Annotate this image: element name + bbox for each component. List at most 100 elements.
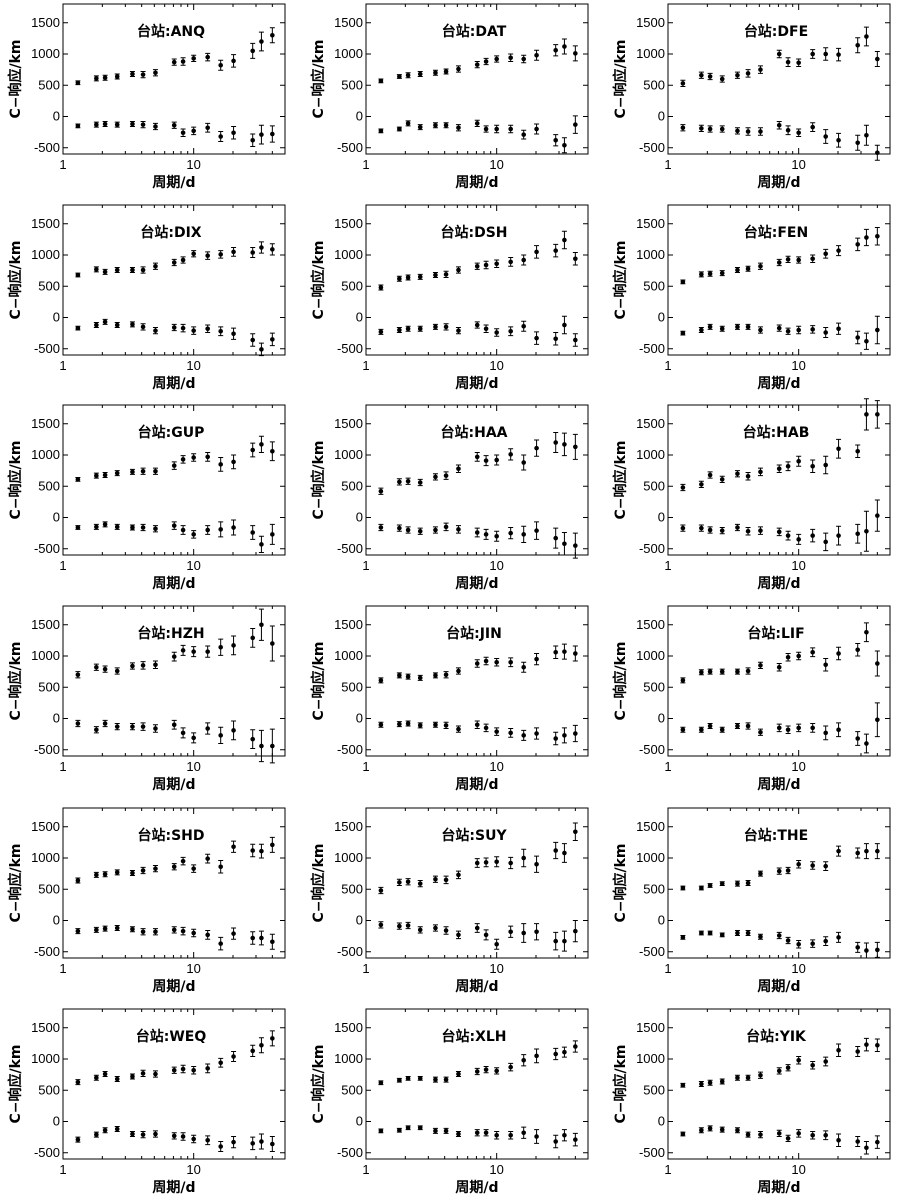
data-point	[270, 1036, 275, 1041]
data-point	[875, 947, 880, 953]
data-point	[494, 261, 499, 267]
x-axis-label: 周期/d	[757, 979, 800, 995]
data-point	[171, 463, 177, 468]
data-point	[114, 524, 120, 530]
y-tick-label: 1500	[334, 819, 363, 834]
data-point	[180, 59, 186, 64]
data-point	[231, 459, 236, 465]
data-point	[785, 59, 791, 65]
series-lower	[75, 1126, 275, 1152]
y-tick-label: 0	[53, 310, 60, 325]
data-point	[735, 267, 740, 273]
data-point	[735, 881, 740, 886]
data-point	[534, 1053, 539, 1059]
data-point	[218, 462, 223, 467]
data-point	[758, 729, 763, 735]
data-point	[699, 885, 704, 891]
data-point	[864, 1042, 869, 1047]
y-tick-label: 1500	[31, 416, 60, 431]
data-point	[114, 74, 120, 79]
y-tick-label: 1000	[334, 1051, 363, 1066]
data-point	[553, 47, 559, 53]
data-point	[836, 1047, 841, 1053]
data-point	[855, 1139, 861, 1144]
panel-title: 台站:SUY	[441, 827, 507, 844]
data-point	[397, 880, 402, 885]
data-point	[153, 468, 158, 474]
y-tick-label: 500	[38, 1082, 60, 1097]
data-point	[205, 326, 210, 332]
data-point	[443, 877, 449, 883]
series-lower	[378, 720, 578, 746]
data-point	[796, 941, 801, 947]
data-point	[231, 58, 236, 64]
x-axis-label: 周期/d	[455, 175, 498, 191]
data-point	[114, 668, 120, 674]
data-point	[231, 331, 236, 337]
y-tick-label: 0	[356, 310, 363, 325]
data-point	[405, 674, 411, 679]
data-point	[433, 1077, 438, 1082]
data-point	[417, 927, 423, 933]
y-tick-label: -500	[639, 341, 665, 356]
data-point	[534, 1134, 539, 1139]
data-point	[153, 866, 158, 871]
data-point	[776, 51, 782, 57]
x-axis-label: 周期/d	[152, 979, 195, 995]
data-point	[823, 330, 828, 335]
data-point	[270, 448, 275, 454]
data-point	[823, 863, 828, 869]
y-tick-label: -500	[34, 944, 60, 959]
panel-hzh: -500 0 500 1000 1500 1 10 台站:HZH C−响应/km 周期/d	[7, 605, 286, 793]
y-tick-label: 500	[643, 679, 665, 694]
y-axis-label: C−响应/km	[612, 240, 629, 319]
data-point	[573, 51, 578, 56]
data-point	[114, 724, 120, 729]
y-tick-label: -500	[34, 541, 60, 556]
data-point	[474, 121, 480, 126]
series-upper	[378, 38, 578, 84]
data-point	[735, 1127, 740, 1133]
data-point	[205, 932, 210, 938]
data-point	[573, 829, 578, 835]
y-axis-label: C−响应/km	[310, 843, 327, 922]
data-point	[864, 235, 869, 240]
data-point	[270, 32, 275, 38]
data-point	[114, 470, 120, 476]
data-point	[378, 285, 384, 290]
y-tick-label: 1000	[334, 46, 363, 61]
data-point	[483, 860, 489, 865]
data-point	[680, 1082, 686, 1088]
y-tick-label: 1000	[636, 46, 665, 61]
data-point	[521, 664, 526, 670]
data-point	[680, 678, 686, 683]
data-point	[680, 885, 686, 891]
data-point	[776, 868, 782, 874]
data-point	[707, 723, 713, 729]
data-point	[378, 1128, 384, 1134]
data-point	[474, 722, 480, 728]
data-point	[443, 524, 449, 530]
data-point	[521, 323, 526, 329]
data-point	[745, 528, 751, 534]
data-point	[75, 80, 81, 86]
data-point	[405, 72, 411, 78]
data-point	[433, 925, 438, 931]
data-point	[810, 463, 815, 469]
data-point	[864, 132, 869, 138]
data-point	[205, 454, 210, 460]
data-point	[719, 270, 725, 276]
x-tick-label: 1	[59, 961, 66, 976]
data-point	[745, 1075, 751, 1081]
x-tick-label: 1	[664, 157, 671, 172]
data-point	[405, 879, 411, 885]
data-point	[259, 245, 264, 250]
data-point	[180, 858, 186, 864]
plot-frame	[365, 807, 589, 959]
data-point	[855, 736, 861, 741]
data-point	[433, 722, 438, 728]
panel-title: 台站:JIN	[446, 625, 502, 642]
data-point	[707, 271, 713, 277]
data-point	[776, 664, 782, 670]
data-point	[417, 1076, 423, 1081]
